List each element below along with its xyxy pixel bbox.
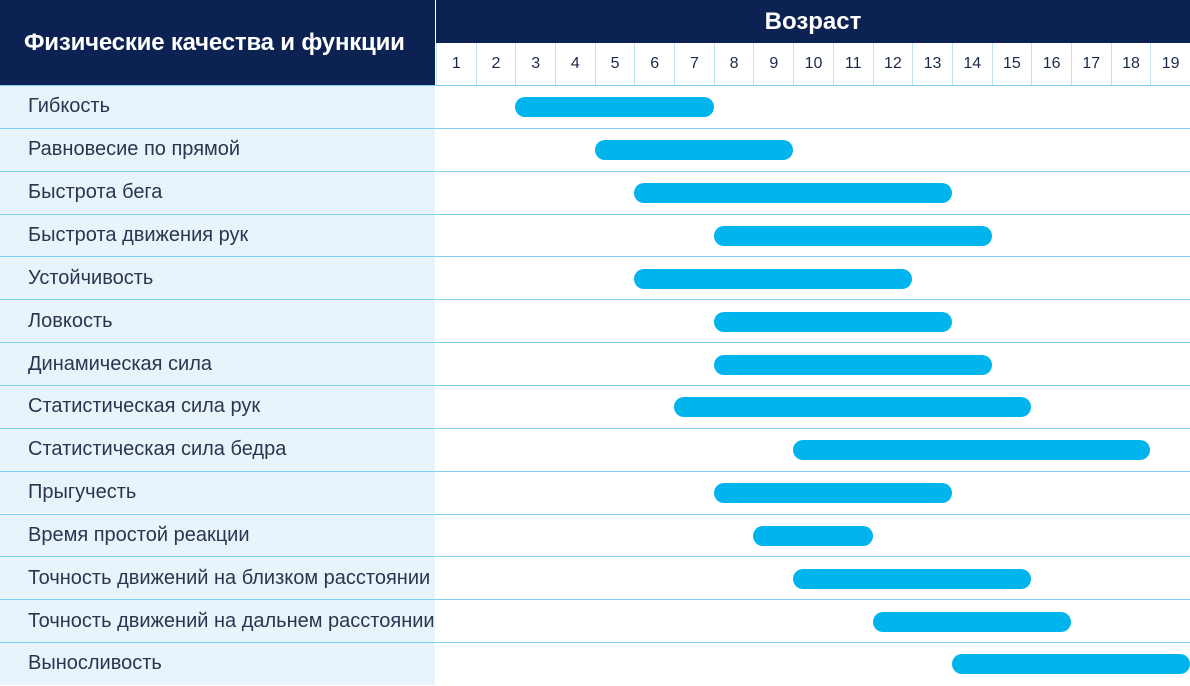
age-tick-label: 1 bbox=[436, 43, 476, 85]
row-divider bbox=[0, 427, 1190, 429]
row-divider bbox=[0, 470, 1190, 472]
age-range-bar bbox=[713, 354, 992, 375]
age-range-bar bbox=[713, 483, 952, 504]
row-divider bbox=[0, 642, 1190, 644]
quality-label: Ловкость bbox=[0, 300, 435, 343]
age-tick-label: 8 bbox=[713, 43, 754, 85]
quality-label: Статистическая сила бедра bbox=[0, 428, 435, 471]
row-divider bbox=[0, 85, 1190, 86]
age-tick-label: 16 bbox=[1031, 43, 1071, 85]
quality-label: Выносливость bbox=[0, 643, 435, 685]
age-tick-label: 11 bbox=[832, 43, 873, 85]
age-tick-label: 13 bbox=[912, 43, 952, 85]
quality-label: Быстрота бега bbox=[0, 171, 435, 214]
age-range-bar bbox=[872, 611, 1071, 632]
age-tick-label: 14 bbox=[951, 43, 992, 85]
quality-label: Быстрота движения рук bbox=[0, 214, 435, 257]
age-range-bar bbox=[594, 140, 794, 161]
quality-label: Время простой реакции bbox=[0, 514, 435, 557]
qualities-column-header: Физические качества и функции bbox=[0, 0, 435, 85]
age-range-bar bbox=[634, 268, 913, 289]
age-range-bar bbox=[713, 225, 992, 246]
quality-label: Точность движений на дальнем расстоянии bbox=[0, 600, 435, 643]
age-tick-label: 9 bbox=[753, 43, 793, 85]
row-divider bbox=[0, 256, 1190, 258]
quality-label: Гибкость bbox=[0, 86, 435, 128]
age-tick-label: 18 bbox=[1110, 43, 1151, 85]
age-tick-label: 15 bbox=[991, 43, 1032, 85]
age-tick-label: 2 bbox=[475, 43, 516, 85]
quality-label: Статистическая сила рук bbox=[0, 385, 435, 428]
row-divider bbox=[0, 513, 1190, 515]
row-divider bbox=[0, 342, 1190, 344]
age-tick-label: 12 bbox=[872, 43, 913, 85]
age-tick-label: 10 bbox=[793, 43, 833, 85]
row-divider bbox=[0, 299, 1190, 301]
quality-label: Равновесие по прямой bbox=[0, 128, 435, 171]
quality-label: Устойчивость bbox=[0, 257, 435, 300]
row-divider bbox=[0, 127, 1190, 129]
age-range-bar bbox=[634, 183, 952, 204]
age-header: Возраст bbox=[436, 0, 1190, 43]
row-divider bbox=[0, 556, 1190, 558]
row-divider bbox=[0, 384, 1190, 386]
quality-label: Динамическая сила bbox=[0, 343, 435, 385]
age-tick-label: 17 bbox=[1070, 43, 1111, 85]
age-range-bar bbox=[515, 97, 714, 118]
quality-label: Точность движений на близком расстоянии bbox=[0, 557, 435, 600]
age-range-bar bbox=[793, 568, 1032, 589]
row-divider bbox=[0, 599, 1190, 601]
age-tick-label: 7 bbox=[674, 43, 714, 85]
age-tick-label: 19 bbox=[1150, 43, 1190, 85]
age-tick-label: 5 bbox=[594, 43, 635, 85]
row-divider bbox=[0, 213, 1190, 215]
age-range-bar bbox=[793, 440, 1151, 461]
row-divider bbox=[0, 170, 1190, 172]
age-tick-label: 3 bbox=[515, 43, 555, 85]
age-axis: 1 2 3 4 5 6 7 8 9 10 11 12 13 14 15 16 17 18 19 bbox=[436, 43, 1190, 85]
age-tick-label: 4 bbox=[555, 43, 595, 85]
age-range-bar bbox=[753, 525, 873, 546]
age-tick-label: 6 bbox=[634, 43, 674, 85]
age-range-bar bbox=[951, 654, 1190, 675]
age-range-bar bbox=[674, 397, 1032, 418]
quality-label: Прыгучесть bbox=[0, 471, 435, 514]
age-range-bar bbox=[713, 311, 952, 332]
